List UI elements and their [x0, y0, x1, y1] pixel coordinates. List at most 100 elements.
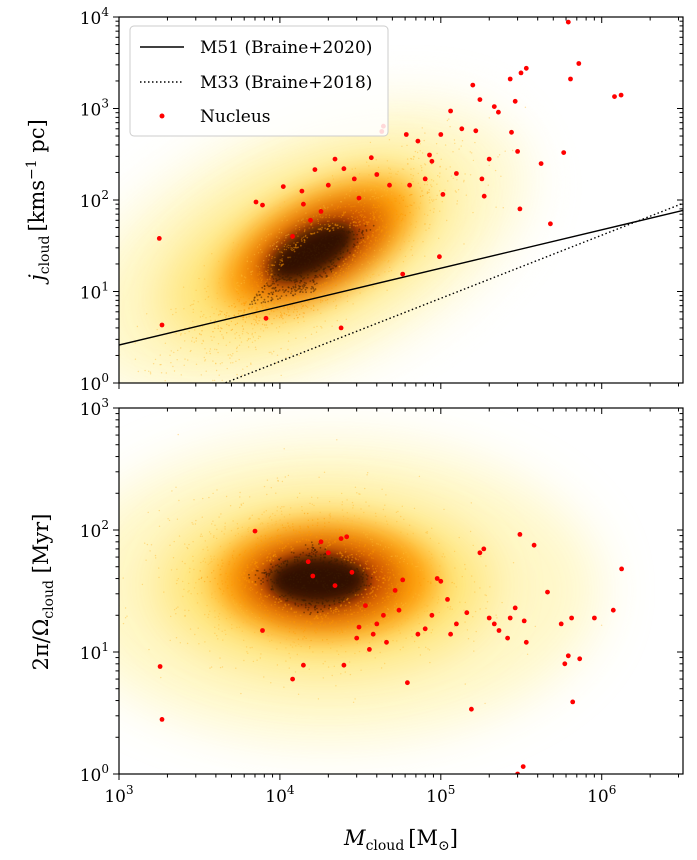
- cloud-point: [307, 512, 309, 515]
- cloud-point: [268, 259, 270, 261]
- cloud-point: [263, 511, 265, 513]
- cloud-point: [344, 579, 347, 582]
- cloud-point: [349, 606, 352, 608]
- cloud-point: [227, 294, 229, 296]
- cloud-point: [302, 295, 305, 298]
- cloud-point: [264, 544, 266, 546]
- cloud-point: [275, 613, 278, 615]
- cloud-point: [396, 210, 398, 212]
- cloud-point: [305, 554, 308, 556]
- cloud-point: [422, 195, 424, 197]
- cloud-point: [371, 586, 374, 589]
- cloud-point: [238, 309, 240, 312]
- cloud-point: [240, 504, 243, 506]
- cloud-point: [410, 574, 413, 576]
- cloud-point: [280, 265, 283, 267]
- cloud-point: [232, 520, 234, 522]
- cloud-point: [277, 582, 280, 584]
- cloud-point: [488, 164, 490, 167]
- cloud-point: [361, 523, 363, 525]
- cloud-point: [408, 591, 410, 594]
- cloud-point: [323, 205, 325, 207]
- cloud-point: [173, 351, 175, 354]
- cloud-point: [263, 569, 266, 571]
- cloud-point: [240, 310, 242, 312]
- cloud-point: [340, 604, 343, 606]
- cloud-point: [361, 627, 363, 629]
- cloud-point: [350, 209, 352, 212]
- cloud-point: [355, 588, 357, 591]
- cloud-point: [247, 615, 249, 617]
- cloud-point: [351, 524, 353, 527]
- cloud-point: [335, 593, 338, 596]
- cloud-point: [250, 553, 253, 555]
- cloud-point: [295, 615, 297, 617]
- cloud-point: [426, 561, 429, 563]
- cloud-point: [386, 592, 389, 594]
- cloud-point: [312, 546, 315, 549]
- cloud-point: [383, 214, 386, 216]
- cloud-point: [204, 641, 206, 643]
- cloud-point: [245, 595, 247, 597]
- cloud-point: [242, 328, 245, 330]
- cloud-point: [308, 258, 311, 261]
- cloud-point: [254, 563, 256, 565]
- cloud-point: [358, 221, 360, 224]
- cloud-point: [424, 223, 426, 225]
- cloud-point: [373, 243, 375, 245]
- cloud-point: [281, 260, 284, 263]
- cloud-point: [183, 364, 185, 366]
- cloud-point: [320, 538, 323, 540]
- cloud-point: [374, 192, 377, 194]
- cloud-point: [295, 585, 298, 587]
- cloud-point: [399, 538, 401, 541]
- nucleus-point: [438, 578, 444, 584]
- cloud-point: [240, 574, 243, 576]
- cloud-point: [279, 519, 281, 521]
- cloud-point: [323, 604, 326, 607]
- cloud-point: [276, 539, 278, 542]
- cloud-point: [214, 616, 216, 618]
- cloud-point: [223, 550, 225, 553]
- cloud-point: [315, 246, 318, 249]
- cloud-point: [316, 276, 319, 278]
- cloud-point: [198, 277, 200, 280]
- cloud-point: [345, 548, 347, 550]
- cloud-point: [212, 520, 214, 522]
- cloud-point: [271, 566, 274, 568]
- cloud-point: [444, 189, 446, 191]
- cloud-point: [178, 535, 181, 537]
- cloud-point: [402, 575, 405, 577]
- nucleus-point: [318, 209, 324, 214]
- cloud-point: [393, 539, 395, 541]
- cloud-point: [186, 642, 189, 645]
- cloud-point: [303, 262, 306, 264]
- cloud-point: [386, 289, 388, 291]
- cloud-point: [321, 651, 324, 653]
- cloud-point: [276, 246, 278, 248]
- cloud-point: [370, 576, 373, 579]
- cloud-point: [243, 556, 245, 558]
- cloud-point: [270, 540, 272, 543]
- cloud-point: [280, 347, 282, 350]
- cloud-point: [496, 617, 498, 619]
- cloud-point: [204, 348, 206, 350]
- cloud-point: [211, 572, 213, 574]
- cloud-point: [371, 553, 373, 555]
- cloud-point: [256, 294, 258, 297]
- cloud-point: [341, 504, 343, 506]
- cloud-point: [193, 587, 196, 589]
- cloud-point: [210, 561, 212, 563]
- cloud-point: [256, 566, 259, 569]
- cloud-point: [392, 223, 394, 225]
- cloud-point: [400, 182, 403, 185]
- nucleus-point: [356, 624, 362, 630]
- cloud-point: [399, 235, 401, 237]
- cloud-point: [244, 302, 247, 305]
- cloud-point: [334, 597, 336, 600]
- cloud-point: [359, 242, 361, 245]
- cloud-point: [369, 212, 372, 215]
- cloud-point: [256, 620, 258, 622]
- cloud-point: [295, 202, 297, 205]
- cloud-point: [322, 553, 325, 556]
